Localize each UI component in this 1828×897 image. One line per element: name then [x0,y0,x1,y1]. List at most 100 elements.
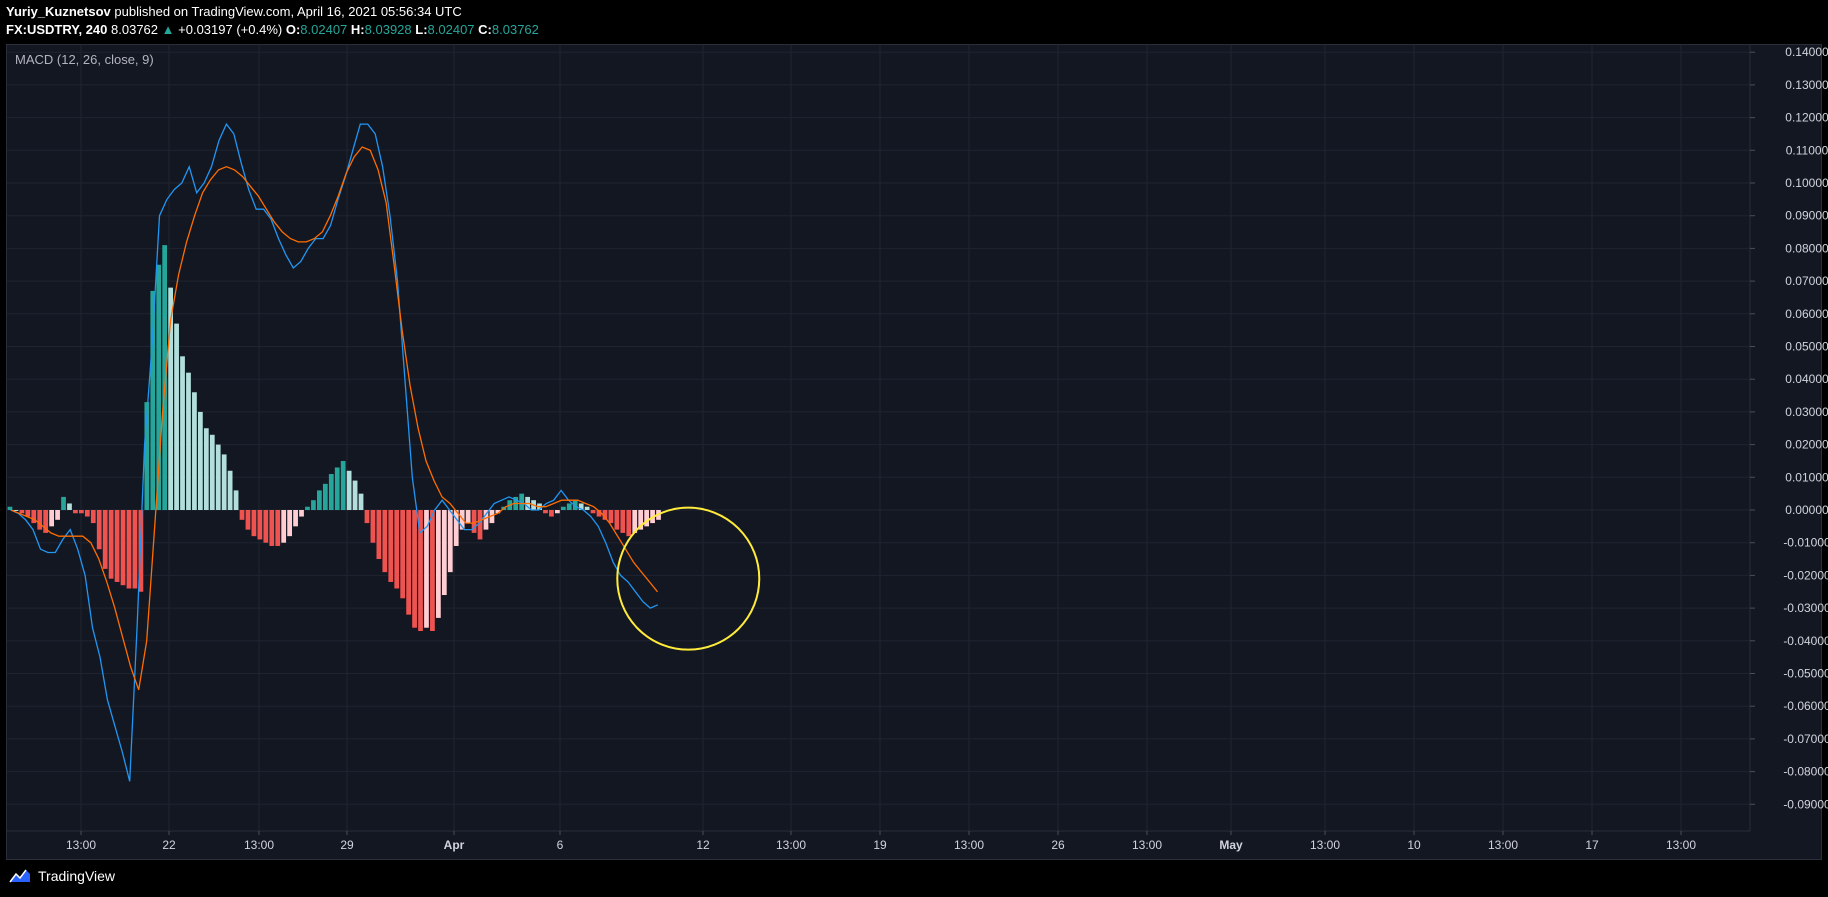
y-tick-label: 0.05000 [1785,340,1828,354]
histogram-bar [162,245,168,510]
symbol-legend: FX:USDTRY, 240 8.03762 ▲ +0.03197 (+0.4%… [6,22,539,37]
publish-header: Yuriy_Kuznetsov published on TradingView… [0,0,1828,44]
x-tick-label: 13:00 [776,838,806,852]
histogram-bar [13,510,19,511]
histogram-bar [257,510,263,540]
macd-histogram [7,245,661,631]
histogram-bar [477,510,483,540]
x-tick-label: 13:00 [1666,838,1696,852]
publish-info: Yuriy_Kuznetsov published on TradingView… [6,4,462,19]
indicator-title[interactable]: MACD (12, 26, close, 9) [15,52,154,67]
y-tick-label: -0.08000 [1783,765,1828,779]
histogram-bar [55,510,60,520]
close-value: 8.03762 [491,22,539,37]
histogram-bar [418,510,423,631]
histogram-bar [84,510,90,517]
symbol-name[interactable]: FX:USDTRY, 240 [6,22,108,37]
histogram-bar [400,510,406,599]
histogram-bar [328,474,334,510]
histogram-bar [566,503,572,510]
y-tick-label: 0.09000 [1785,209,1828,223]
x-tick-label: 13:00 [66,838,96,852]
histogram-bar [334,467,340,510]
histogram-bar [239,510,245,520]
y-tick-label: -0.07000 [1783,732,1828,746]
histogram-bar [281,510,287,543]
histogram-bar [61,496,66,510]
y-tick-label: 0.10000 [1785,176,1828,190]
annotation-layer [616,506,761,651]
x-tick-label: May [1219,838,1243,852]
histogram-bar [275,510,281,546]
histogram-bar [263,510,269,543]
histogram-bar [584,506,590,510]
macd-chart[interactable]: 0.14000 0.13000 0.12000 0.11000 0.10000 0.090… [0,0,1828,860]
y-tick-label: 0.12000 [1785,111,1828,125]
price-axis: 0.14000 0.13000 0.12000 0.11000 0.10000 0.090… [1749,45,1828,831]
x-tick-label: 10 [1407,838,1421,852]
histogram-bar [168,287,173,510]
histogram-bar [251,510,257,537]
histogram-bar [90,510,96,524]
x-tick-label: 13:00 [1488,838,1518,852]
publish-date: published on TradingView.com, April 16, … [114,4,462,19]
histogram-bar [465,510,471,524]
y-tick-label: 0.03000 [1785,405,1828,419]
histogram-bar [495,510,501,514]
histogram-bar [602,510,608,520]
histogram-bar [192,392,197,510]
histogram-bar [269,510,275,546]
x-tick-label: 13:00 [1132,838,1162,852]
histogram-bar [471,510,477,533]
histogram-bar [126,510,132,589]
histogram-bar [73,510,78,514]
histogram-bar [322,483,328,510]
histogram-bar [483,510,489,530]
last-price: 8.03762 [111,22,159,37]
histogram-bar [25,510,31,517]
price-change: +0.03197 (+0.4%) [178,22,283,37]
tradingview-brand[interactable]: TradingView [8,868,115,884]
histogram-bar [459,510,465,530]
open-value: 8.02407 [300,22,348,37]
histogram-bar [233,490,239,510]
y-tick-label: 0.07000 [1785,274,1828,288]
histogram-bar [102,510,108,569]
y-tick-label: -0.02000 [1783,568,1828,582]
histogram-bar [108,510,114,579]
x-tick-label: 29 [340,838,354,852]
close-label: C: [478,22,492,37]
histogram-bar [441,510,447,596]
histogram-bar [447,510,453,573]
histogram-bar [549,510,554,517]
histogram-bar [43,510,49,533]
histogram-bar [120,510,126,586]
histogram-bar [37,510,43,530]
histogram-bar [394,510,400,589]
histogram-bar [79,510,84,514]
histogram-bar [209,434,215,510]
histogram-bar [31,510,37,524]
histogram-bar [644,510,649,527]
x-tick-label: 19 [873,838,887,852]
plot-background [7,45,1750,831]
histogram-bar [305,506,310,510]
x-tick-label: 22 [162,838,176,852]
low-label: L: [415,22,428,37]
histogram-bar [7,506,13,510]
y-tick-label: 0.14000 [1785,45,1828,59]
histogram-bar [614,510,620,530]
y-tick-label: 0.02000 [1785,438,1828,452]
histogram-bar [555,510,560,514]
histogram-bar [67,503,72,510]
histogram-bar [596,510,602,517]
histogram-bar [638,510,644,530]
histogram-bar [590,510,596,514]
histogram-bar [578,503,584,510]
author-name[interactable]: Yuriy_Kuznetsov [6,4,111,19]
time-axis: 13:00 22 13:00 29 Apr 6 12 13:00 19 13:00 26 13:00 M… [7,830,1750,852]
histogram-bar [293,510,298,527]
histogram-bar [489,510,495,524]
histogram-bar [96,510,102,550]
histogram-bar [144,402,150,510]
